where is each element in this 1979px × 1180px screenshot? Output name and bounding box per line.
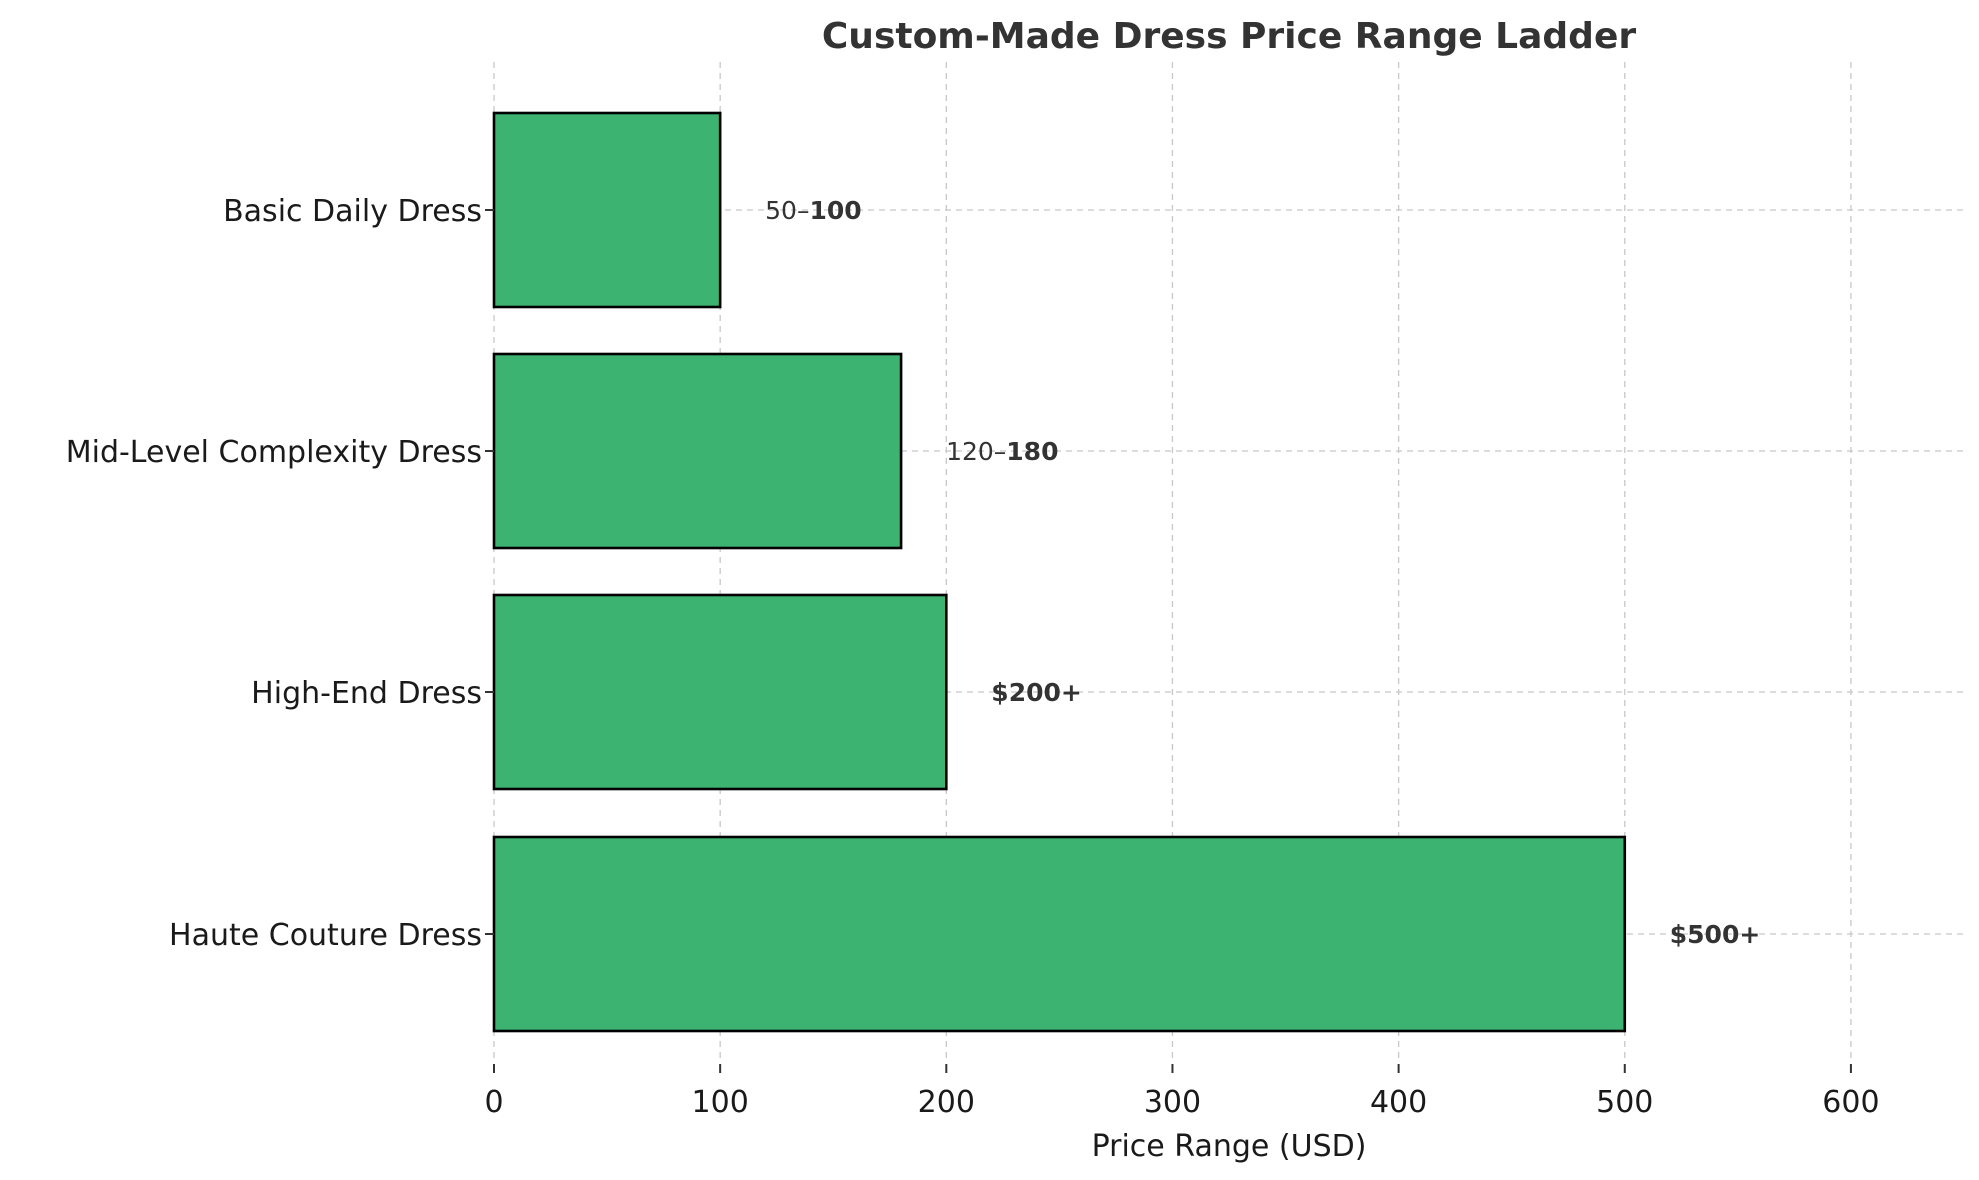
data-label: 120–180 xyxy=(946,437,1058,466)
category-label: Basic Daily Dress xyxy=(223,194,482,229)
label-layer: 50–100 120–180 $200+ $500+ xyxy=(765,196,1760,949)
category-label: High-End Dress xyxy=(251,676,482,711)
x-tick-label: 200 xyxy=(918,1085,975,1120)
data-label: $500+ xyxy=(1670,920,1761,949)
x-tick-label: 300 xyxy=(1144,1085,1201,1120)
bar xyxy=(492,352,903,550)
data-label: 50–100 xyxy=(765,196,862,225)
axis-layer: Basic Daily Dress Mid-Level Complexity Dr… xyxy=(66,194,1880,1120)
chart-title: Custom-Made Dress Price Range Ladder xyxy=(822,16,1636,57)
bar xyxy=(492,111,722,309)
bar xyxy=(492,593,948,791)
x-tick-label: 0 xyxy=(484,1085,503,1120)
data-label: $200+ xyxy=(991,678,1082,707)
x-tick-label: 400 xyxy=(1370,1085,1427,1120)
category-label: Haute Couture Dress xyxy=(169,918,482,953)
x-tick-label: 500 xyxy=(1596,1085,1653,1120)
bar xyxy=(492,835,1627,1033)
x-tick-label: 600 xyxy=(1822,1085,1879,1120)
x-axis-label: Price Range (USD) xyxy=(1092,1129,1367,1164)
category-label: Mid-Level Complexity Dress xyxy=(66,435,482,470)
bar-layer xyxy=(492,111,1627,1033)
x-tick-label: 100 xyxy=(692,1085,749,1120)
